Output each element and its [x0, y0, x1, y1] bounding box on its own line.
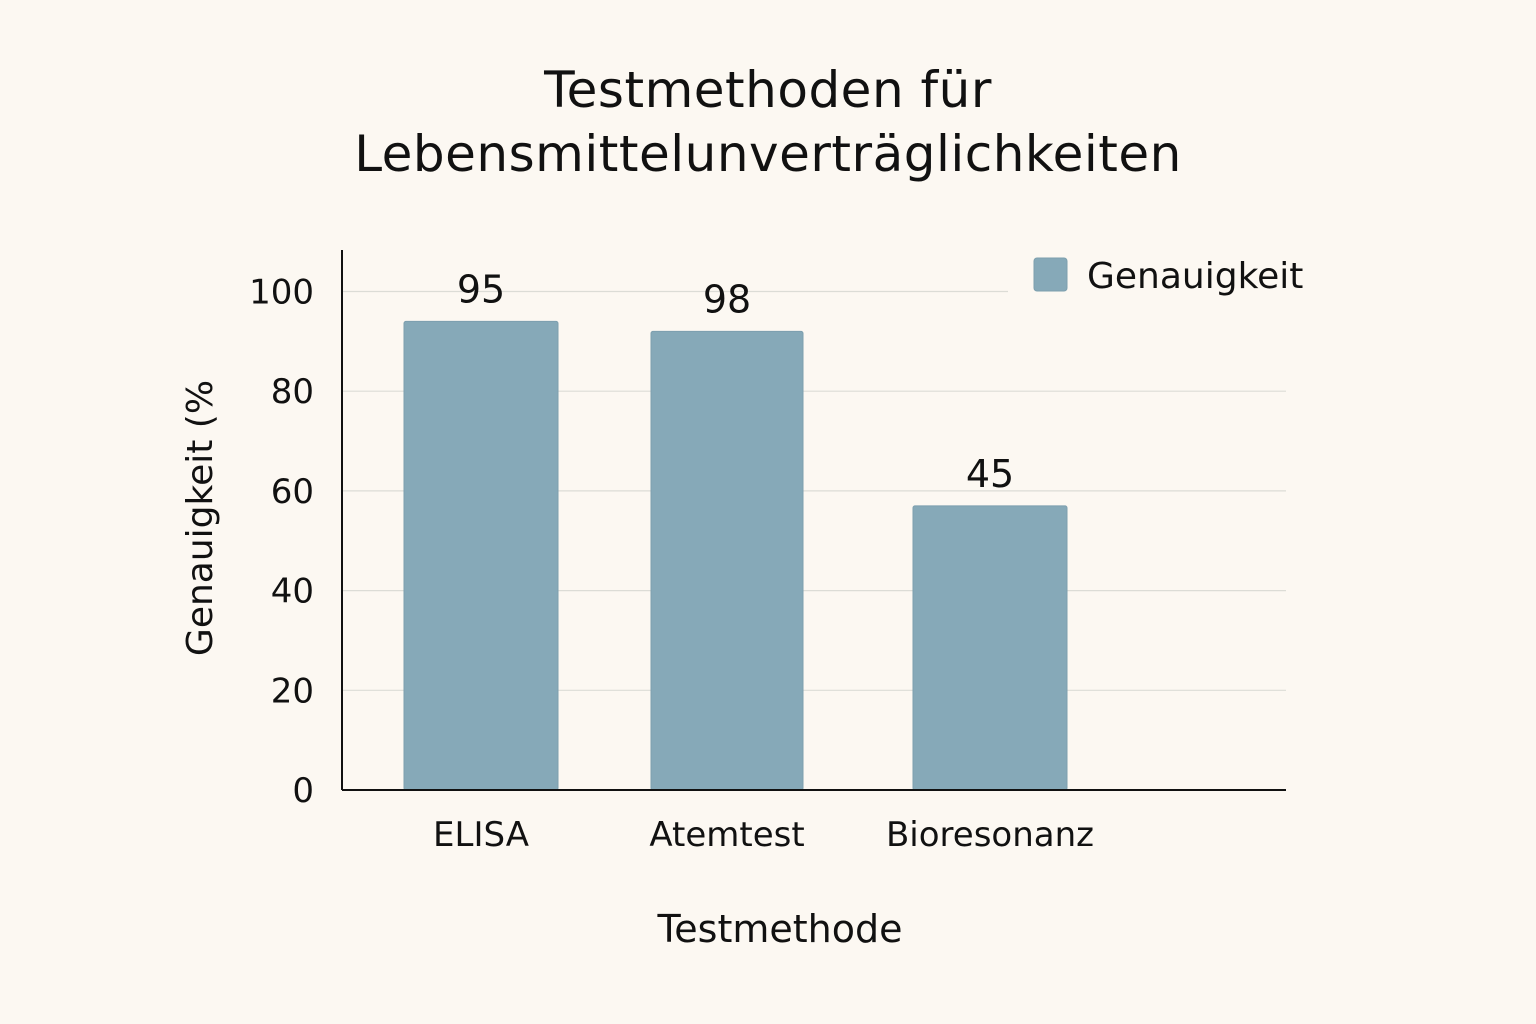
- x-tick-label: Atemtest: [649, 815, 804, 855]
- bar: [912, 505, 1068, 791]
- data-label: 98: [703, 277, 751, 321]
- bars: [403, 320, 1068, 791]
- bar: [403, 320, 559, 791]
- y-tick-label: 0: [292, 771, 314, 811]
- x-axis-title: Testmethode: [657, 907, 903, 951]
- y-tick-label: 80: [271, 372, 314, 412]
- chart-title-line-1: Testmethoden für: [544, 61, 992, 119]
- data-label: 95: [457, 267, 505, 311]
- legend-label: Genauigkeit: [1087, 256, 1303, 297]
- data-labels: 95 98 45: [457, 267, 1014, 495]
- axes: [341, 250, 1286, 791]
- x-tick-label: Bioresonanz: [886, 815, 1094, 855]
- legend-swatch: [1033, 257, 1068, 292]
- y-axis-title: Genauigkeit (%: [180, 380, 221, 656]
- y-tick-label: 100: [249, 273, 314, 313]
- data-label: 45: [966, 452, 1014, 496]
- tick-labels: 0 20 40 60 80 100 ELISA Atemtest Bioresonanz: [249, 273, 1094, 856]
- legend: Genauigkeit: [1033, 256, 1303, 297]
- y-tick-label: 40: [271, 572, 314, 612]
- y-tick-label: 20: [271, 671, 314, 711]
- chart-title-line-2: Lebensmittelunverträglichkeiten: [354, 125, 1182, 183]
- y-tick-label: 60: [271, 472, 314, 512]
- chart-title: Testmethoden für Lebensmittelunverträgli…: [0, 58, 1536, 186]
- x-tick-label: ELISA: [433, 815, 529, 855]
- bar: [650, 330, 804, 791]
